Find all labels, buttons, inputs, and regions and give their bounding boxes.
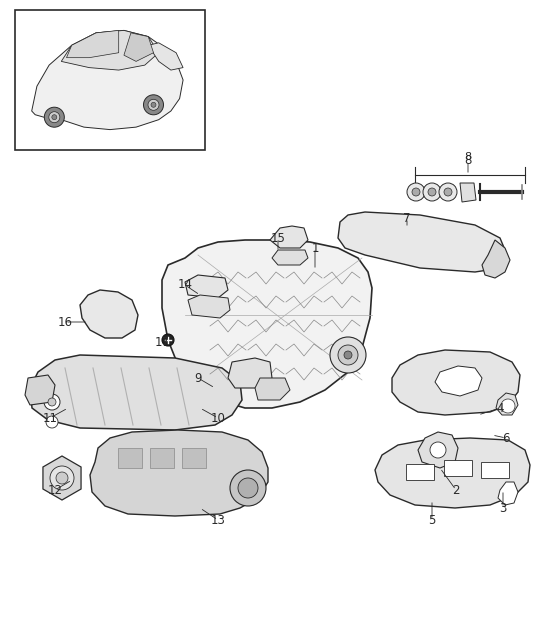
Text: 14: 14 bbox=[178, 278, 192, 291]
Circle shape bbox=[430, 442, 446, 458]
Text: 8: 8 bbox=[464, 154, 471, 168]
Polygon shape bbox=[182, 448, 206, 468]
Text: 11: 11 bbox=[43, 411, 58, 425]
Circle shape bbox=[501, 399, 515, 413]
Circle shape bbox=[238, 478, 258, 498]
Polygon shape bbox=[66, 30, 119, 58]
Circle shape bbox=[338, 345, 358, 365]
Circle shape bbox=[407, 183, 425, 201]
Text: 12: 12 bbox=[47, 484, 63, 497]
Polygon shape bbox=[418, 432, 458, 468]
Bar bbox=[15, 10, 205, 150]
Polygon shape bbox=[498, 482, 518, 505]
Text: 6: 6 bbox=[502, 431, 510, 445]
Circle shape bbox=[148, 99, 159, 111]
Polygon shape bbox=[496, 393, 518, 415]
Polygon shape bbox=[25, 375, 55, 405]
Circle shape bbox=[46, 416, 58, 428]
Text: 5: 5 bbox=[428, 514, 435, 526]
Text: 7: 7 bbox=[403, 212, 411, 224]
Polygon shape bbox=[435, 366, 482, 396]
Polygon shape bbox=[481, 462, 509, 478]
Polygon shape bbox=[61, 30, 159, 70]
Polygon shape bbox=[118, 448, 142, 468]
Circle shape bbox=[330, 337, 366, 373]
Circle shape bbox=[344, 351, 352, 359]
Polygon shape bbox=[228, 358, 272, 388]
Text: 10: 10 bbox=[210, 411, 226, 425]
Text: 1: 1 bbox=[311, 242, 319, 254]
Text: 9: 9 bbox=[194, 372, 202, 384]
Polygon shape bbox=[188, 295, 230, 318]
Polygon shape bbox=[148, 43, 183, 70]
Polygon shape bbox=[406, 464, 434, 480]
Polygon shape bbox=[270, 226, 308, 248]
Circle shape bbox=[52, 115, 57, 120]
Polygon shape bbox=[460, 183, 476, 202]
Polygon shape bbox=[162, 240, 372, 408]
Polygon shape bbox=[375, 438, 530, 508]
Polygon shape bbox=[150, 448, 174, 468]
Polygon shape bbox=[482, 240, 510, 278]
Circle shape bbox=[439, 183, 457, 201]
Circle shape bbox=[444, 188, 452, 196]
Polygon shape bbox=[32, 30, 183, 129]
Circle shape bbox=[412, 188, 420, 196]
Polygon shape bbox=[392, 350, 520, 415]
Circle shape bbox=[428, 188, 436, 196]
Text: 16: 16 bbox=[58, 315, 72, 328]
Circle shape bbox=[44, 107, 64, 127]
Circle shape bbox=[151, 102, 156, 107]
Polygon shape bbox=[30, 355, 242, 430]
Circle shape bbox=[56, 472, 68, 484]
Text: 2: 2 bbox=[452, 484, 460, 497]
Circle shape bbox=[50, 466, 74, 490]
Circle shape bbox=[162, 334, 174, 346]
Polygon shape bbox=[255, 378, 290, 400]
Text: 15: 15 bbox=[270, 232, 286, 244]
Polygon shape bbox=[80, 290, 138, 338]
Polygon shape bbox=[43, 456, 81, 500]
Polygon shape bbox=[338, 212, 505, 272]
Polygon shape bbox=[185, 275, 228, 298]
Text: 3: 3 bbox=[499, 502, 507, 514]
Text: 17: 17 bbox=[154, 335, 169, 349]
Polygon shape bbox=[90, 430, 268, 516]
Polygon shape bbox=[124, 33, 154, 62]
Circle shape bbox=[423, 183, 441, 201]
Circle shape bbox=[143, 95, 164, 115]
Text: 13: 13 bbox=[210, 514, 226, 526]
Text: 4: 4 bbox=[496, 401, 504, 414]
Circle shape bbox=[44, 394, 60, 410]
Polygon shape bbox=[444, 460, 472, 476]
Text: 8: 8 bbox=[464, 152, 471, 162]
Circle shape bbox=[48, 398, 56, 406]
Circle shape bbox=[230, 470, 266, 506]
Polygon shape bbox=[272, 250, 308, 265]
Circle shape bbox=[49, 112, 60, 122]
